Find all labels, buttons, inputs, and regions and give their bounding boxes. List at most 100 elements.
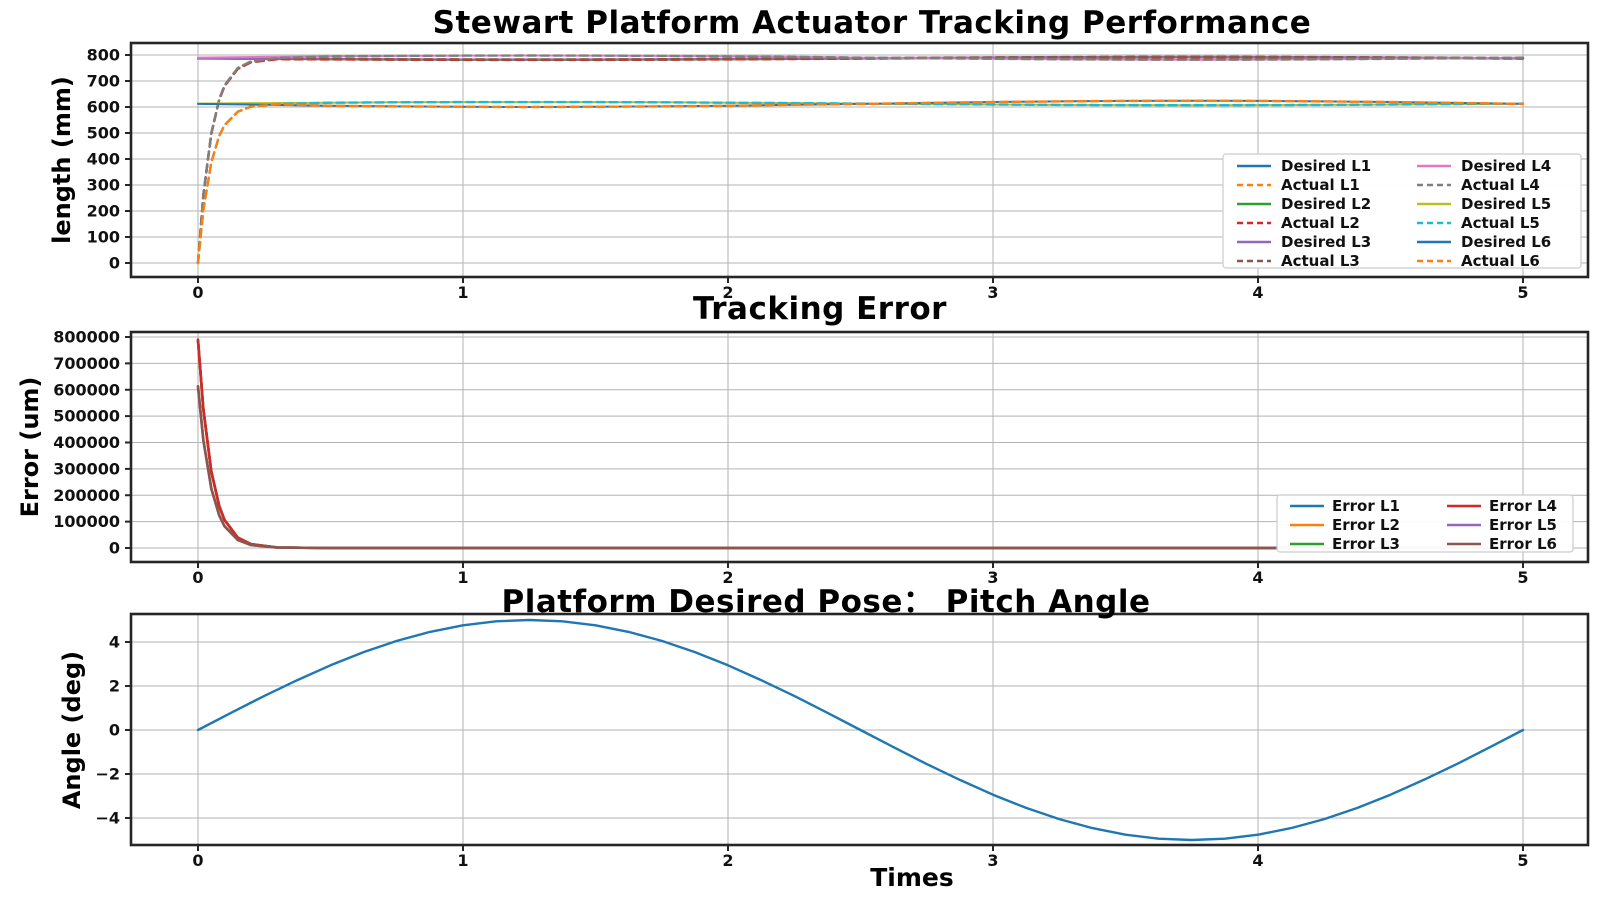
tick-marks bbox=[125, 641, 1524, 851]
y-tick-label: 0 bbox=[109, 539, 120, 558]
legend-label: Desired L1 bbox=[1281, 157, 1371, 175]
legend-item-error-l4: Error L4 bbox=[1447, 497, 1557, 515]
y-tick-label: −4 bbox=[95, 809, 120, 828]
legend-label: Error L3 bbox=[1332, 535, 1400, 553]
gridlines bbox=[131, 614, 1588, 845]
x-tick-label: 5 bbox=[1517, 283, 1528, 302]
x-tick-label: 0 bbox=[192, 851, 203, 870]
y-tick-label: 2 bbox=[109, 677, 120, 696]
x-tick-label: 1 bbox=[457, 568, 468, 587]
legend-item-actual-l1: Actual L1 bbox=[1237, 176, 1360, 194]
legend-label: Desired L3 bbox=[1281, 233, 1371, 251]
y-tick-label: 400000 bbox=[53, 433, 120, 452]
series-group bbox=[196, 338, 1525, 550]
chart-2: 0 1 2 3 4 5 0 100000 200000 300000 400000 500000 600… bbox=[53, 328, 1590, 588]
legend-box bbox=[1276, 494, 1574, 553]
legend-item-error-l3: Error L3 bbox=[1290, 535, 1400, 553]
y-tick-label: 200 bbox=[87, 202, 120, 221]
y-tick-label: 600000 bbox=[53, 380, 120, 399]
y-tick-label: 800000 bbox=[53, 328, 120, 347]
y-tick-label: 0 bbox=[109, 254, 120, 273]
legend-item-error-l5: Error L5 bbox=[1447, 516, 1557, 534]
legend-item-desired-l2: Desired L2 bbox=[1237, 195, 1371, 213]
x-tick-label: 1 bbox=[457, 851, 468, 870]
legend-item-error-l2: Error L2 bbox=[1290, 516, 1400, 534]
legend-label: Actual L3 bbox=[1281, 252, 1360, 270]
x-tick-label: 4 bbox=[1252, 851, 1263, 870]
x-tick-label: 3 bbox=[987, 283, 998, 302]
y-tick-label: 800 bbox=[87, 46, 120, 65]
tick-labels: 0 1 2 3 4 5 0 100 200 300 400 500 600 700 800 bbox=[87, 46, 1529, 303]
y-tick-label: 600 bbox=[87, 98, 120, 117]
x-tick-label: 4 bbox=[1252, 568, 1263, 587]
legend-item-actual-l6: Actual L6 bbox=[1417, 252, 1540, 270]
x-tick-label: 4 bbox=[1252, 283, 1263, 302]
y-tick-label: 400 bbox=[87, 150, 120, 169]
y-tick-label: 200000 bbox=[53, 486, 120, 505]
legend-item-desired-l5: Desired L5 bbox=[1417, 195, 1551, 213]
chart1-y-axis-label: length (mm) bbox=[48, 76, 76, 244]
y-tick-label: 100000 bbox=[53, 512, 120, 531]
y-tick-label: 500 bbox=[87, 124, 120, 143]
legend-label: Error L1 bbox=[1332, 497, 1400, 515]
x-axis-label: Times bbox=[870, 863, 954, 892]
y-tick-label: 100 bbox=[87, 228, 120, 247]
legend-label: Actual L4 bbox=[1461, 176, 1540, 194]
legend-label: Actual L1 bbox=[1281, 176, 1360, 194]
legend-item-error-l6: Error L6 bbox=[1447, 535, 1557, 553]
tick-labels: 0 1 2 3 4 5 −4 −2 0 2 4 bbox=[95, 633, 1528, 871]
legend-label: Error L6 bbox=[1489, 535, 1557, 553]
legend-label: Actual L2 bbox=[1281, 214, 1360, 232]
series-actual-l6 bbox=[196, 99, 1525, 265]
tick-marks bbox=[125, 54, 1524, 283]
x-tick-label: 2 bbox=[722, 283, 733, 302]
tick-labels: 0 1 2 3 4 5 0 100000 200000 300000 400000 500000 600… bbox=[53, 328, 1528, 588]
y-tick-label: 700 bbox=[87, 72, 120, 91]
legend-label: Actual L5 bbox=[1461, 214, 1540, 232]
legend-item-desired-l4: Desired L4 bbox=[1417, 157, 1551, 175]
x-tick-label: 3 bbox=[987, 568, 998, 587]
y-tick-label: 300000 bbox=[53, 459, 120, 478]
legend-item-actual-l2: Actual L2 bbox=[1237, 214, 1360, 232]
series-group bbox=[196, 54, 1525, 265]
legend-label: Desired L6 bbox=[1461, 233, 1551, 251]
legend-item-desired-l1: Desired L1 bbox=[1237, 157, 1371, 175]
y-tick-label: 500000 bbox=[53, 407, 120, 426]
x-tick-label: 2 bbox=[722, 568, 733, 587]
legend-label: Error L5 bbox=[1489, 516, 1557, 534]
x-tick-label: 2 bbox=[722, 851, 733, 870]
y-tick-label: 0 bbox=[109, 721, 120, 740]
x-tick-label: 0 bbox=[192, 568, 203, 587]
series-group bbox=[196, 618, 1525, 842]
chart3-title: Platform Desired Pose： Pitch Angle bbox=[501, 584, 1151, 620]
legend-label: Desired L5 bbox=[1461, 195, 1551, 213]
legend-item-actual-l3: Actual L3 bbox=[1237, 252, 1360, 270]
chart3-y-axis-label: Angle (deg) bbox=[58, 650, 86, 810]
chart2-title: Tracking Error bbox=[693, 291, 947, 327]
x-tick-label: 5 bbox=[1517, 568, 1528, 587]
legend-label: Desired L4 bbox=[1461, 157, 1551, 175]
legend-label: Desired L2 bbox=[1281, 195, 1371, 213]
chart2-y-axis-label: Error (um) bbox=[16, 376, 44, 518]
x-tick-label: 1 bbox=[457, 283, 468, 302]
y-tick-label: 700000 bbox=[53, 354, 120, 373]
legend-item-desired-l6: Desired L6 bbox=[1417, 233, 1551, 251]
series-error-l6 bbox=[196, 385, 1525, 550]
axes-spines bbox=[129, 330, 1590, 564]
x-tick-label: 5 bbox=[1517, 851, 1528, 870]
legend-label: Error L4 bbox=[1489, 497, 1557, 515]
x-tick-label: 0 bbox=[192, 283, 203, 302]
legend-label: Error L2 bbox=[1332, 516, 1400, 534]
legend-label: Actual L6 bbox=[1461, 252, 1540, 270]
legend-item-desired-l3: Desired L3 bbox=[1237, 233, 1371, 251]
x-tick-label: 3 bbox=[987, 851, 998, 870]
chart1-title: Stewart Platform Actuator Tracking Perfo… bbox=[432, 5, 1312, 41]
legend-item-error-l1: Error L1 bbox=[1290, 497, 1400, 515]
legend-item-actual-l4: Actual L4 bbox=[1417, 176, 1540, 194]
series-pitch-angle bbox=[196, 618, 1525, 842]
series-actual-l4 bbox=[196, 54, 1525, 265]
